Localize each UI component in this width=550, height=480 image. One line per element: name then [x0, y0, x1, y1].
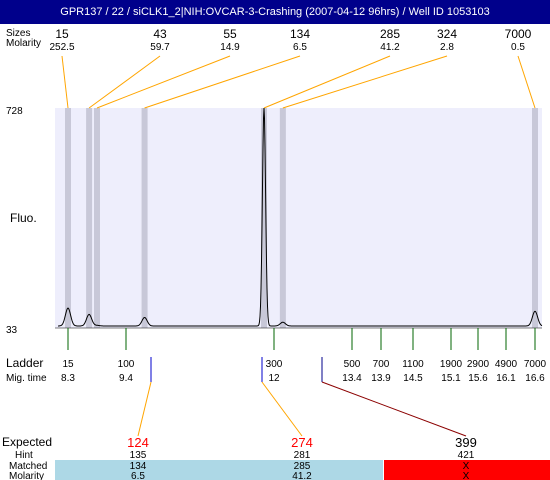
chart-title: GPR137 / 22 / siCLK1_2|NIH:OVCAR-3-Crash… [0, 0, 550, 24]
peak-connector [282, 55, 448, 109]
peak-connector [88, 55, 161, 109]
peak-size-label: 15 [55, 27, 69, 41]
expected-connector [261, 381, 303, 437]
ladder-size-label: 2900 [467, 359, 490, 370]
expected-connector [137, 381, 152, 437]
peak-band [94, 108, 100, 328]
peak-size-label: 134 [290, 27, 310, 41]
ladder-axis: 15 8.3 100 9.4 300 12 500 13.4 700 13.9 1100 14.5 19… [61, 328, 547, 384]
ladder-size-label: 100 [118, 359, 135, 370]
ladder-size-label: 300 [266, 359, 283, 370]
expected-connector [321, 381, 467, 437]
peak-connector [263, 55, 391, 109]
peak-band [261, 108, 267, 328]
peak-connector [517, 55, 536, 109]
matched-size: 134 [130, 461, 147, 472]
ladder-size-label: 700 [373, 359, 390, 370]
ladder-size-label: 1100 [402, 359, 424, 370]
ladder-mig-time-label: 13.9 [371, 373, 391, 384]
mig-time-row-label: Mig. time [6, 373, 47, 384]
ladder-mig-time-label: 16.6 [525, 373, 545, 384]
peak-band [65, 108, 71, 328]
ladder-mig-time-label: 16.1 [496, 373, 516, 384]
peak-molarity-label: 41.2 [380, 42, 400, 53]
expected-row-label: Expected [2, 435, 52, 449]
ladder-mig-time-label: 13.4 [342, 373, 362, 384]
matched-size: X [463, 461, 470, 472]
matched-molarity: X [463, 471, 470, 480]
matched-molarity: 6.5 [131, 471, 145, 480]
peak-molarity-label: 14.9 [220, 42, 240, 53]
molarity-bottom-row-label: Molarity [9, 471, 44, 480]
matched-cell [384, 460, 550, 480]
matched-size: 285 [294, 461, 311, 472]
y-tick-max: 728 [6, 106, 23, 117]
ladder-size-label: 7000 [524, 359, 547, 370]
peak-bands [65, 108, 538, 328]
matched-cell [55, 460, 219, 480]
ladder-mig-time-label: 15.1 [441, 373, 461, 384]
peak-band [532, 108, 538, 328]
peak-molarity-label: 59.7 [150, 42, 170, 53]
plot-area [55, 108, 542, 328]
peak-connectors [61, 55, 536, 109]
peak-molarity-label: 252.5 [49, 42, 74, 53]
hint-row-label: Hint [15, 450, 33, 461]
matched-cell [219, 460, 383, 480]
matched-molarity: 41.2 [292, 471, 312, 480]
ladder-mig-time-label: 12 [268, 373, 280, 384]
matched-row-label: Matched [9, 461, 47, 472]
peak-band [86, 108, 93, 328]
ladder-mig-time-label: 14.5 [403, 373, 423, 384]
peak-size-label: 324 [437, 27, 457, 41]
hint-size: 281 [294, 450, 311, 461]
expected-size: 274 [291, 435, 313, 450]
peak-connector [96, 55, 231, 109]
ladder-size-label: 4900 [495, 359, 518, 370]
peak-band [279, 108, 286, 328]
peak-molarity-label: 2.8 [440, 42, 454, 53]
ladder-mig-time-label: 15.6 [468, 373, 488, 384]
fluorescence-trace [58, 107, 543, 327]
molarity-row-label: Molarity [6, 38, 41, 49]
ladder-size-label: 500 [344, 359, 361, 370]
ladder-row-label: Ladder [6, 356, 43, 370]
ladder-mig-time-label: 9.4 [119, 373, 133, 384]
peak-size-label: 285 [380, 27, 400, 41]
peak-size-label: 55 [223, 27, 237, 41]
hint-size: 135 [130, 450, 147, 461]
peak-size-label: 43 [153, 27, 167, 41]
expected-size: 124 [127, 435, 149, 450]
peak-size-label: 7000 [505, 27, 532, 41]
expected-size: 399 [455, 435, 477, 450]
ladder-size-label: 1900 [440, 359, 463, 370]
peak-connector [61, 55, 69, 109]
peak-molarity-label: 6.5 [293, 42, 307, 53]
y-axis-label: Fluo. [10, 211, 37, 225]
ladder-size-label: 15 [62, 359, 74, 370]
peak-band [141, 108, 148, 328]
sizes-row-label: Sizes [6, 28, 30, 39]
ladder-mig-time-label: 8.3 [61, 373, 75, 384]
y-tick-min: 33 [6, 325, 18, 336]
hint-size: 421 [458, 450, 475, 461]
peak-connector [144, 55, 301, 109]
peak-molarity-label: 0.5 [511, 42, 525, 53]
